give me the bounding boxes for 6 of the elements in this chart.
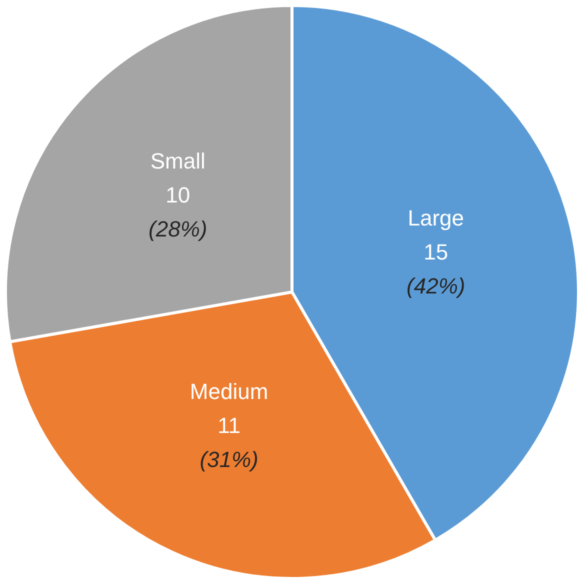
data-label: 11 (31%) [200, 413, 258, 472]
data-label: 10 (28%) [148, 182, 208, 242]
slice-label: Medium [190, 379, 268, 404]
slice-label: Large [408, 206, 464, 231]
slice-label: Small [150, 148, 206, 174]
data-label: 15 (42%) [406, 240, 466, 299]
